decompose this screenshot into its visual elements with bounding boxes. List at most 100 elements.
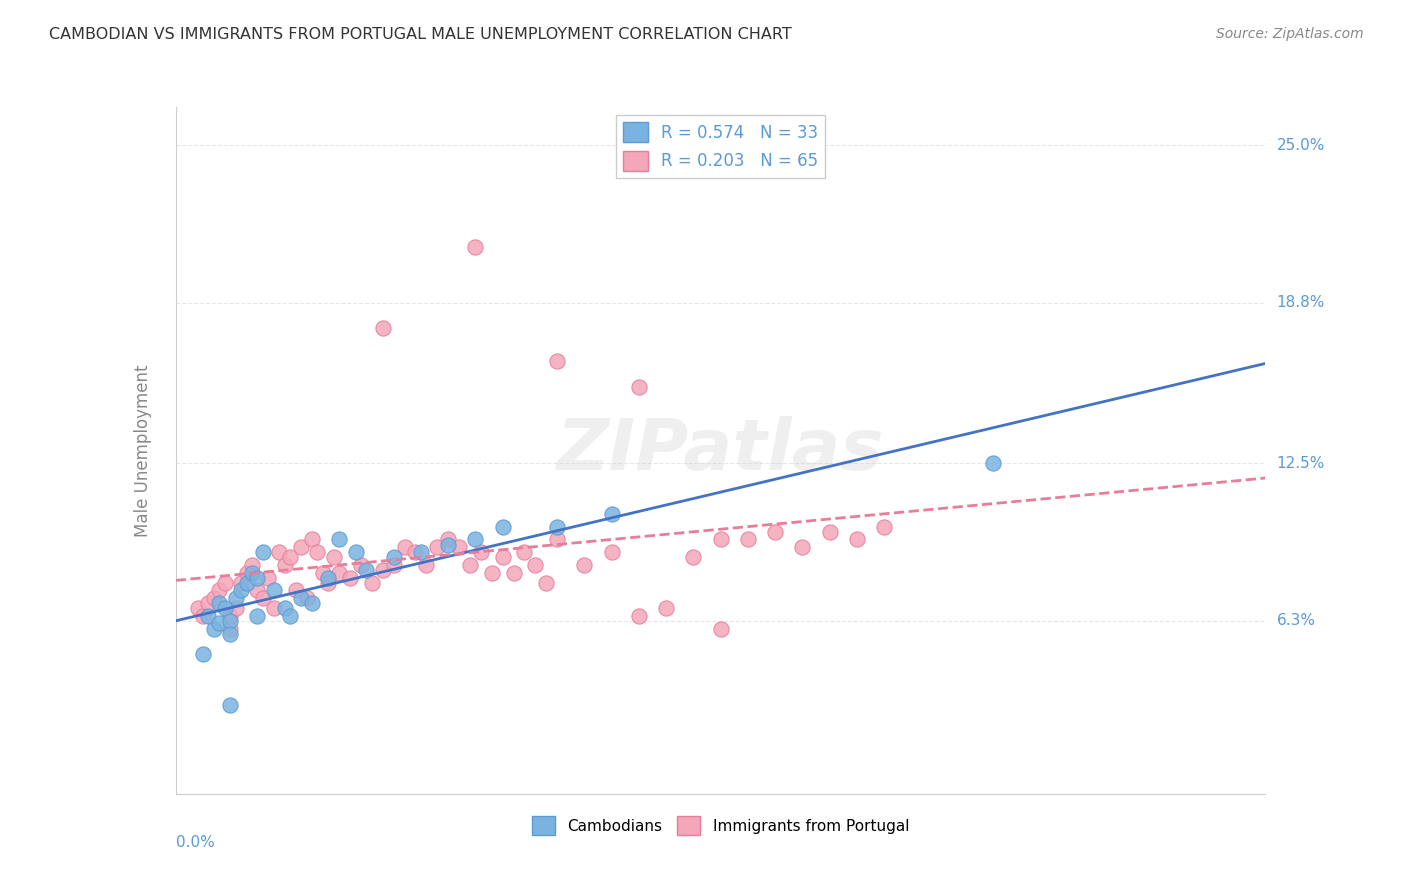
Point [600,545,623,559]
Point [447,540,470,554]
Legend: Cambodians, Immigrants from Portugal: Cambodians, Immigrants from Portugal [526,810,915,841]
Point [600,507,623,521]
Point [546,354,568,368]
Point [344,545,367,559]
Point [328,533,350,547]
Point [240,566,263,580]
Point [437,538,460,552]
Point [464,240,486,254]
Point [208,616,231,631]
Point [524,558,547,572]
Point [682,550,704,565]
Point [278,550,301,565]
Point [301,596,323,610]
Point [492,520,515,534]
Point [360,575,382,590]
Point [284,583,307,598]
Point [269,545,291,559]
Point [301,533,323,547]
Text: 12.5%: 12.5% [1277,456,1324,471]
Point [492,550,515,565]
Point [371,563,394,577]
Point [295,591,318,605]
Point [208,583,231,598]
Point [818,524,841,539]
Y-axis label: Male Unemployment: Male Unemployment [134,364,152,537]
Point [627,608,650,623]
Point [405,545,427,559]
Point [382,550,405,565]
Point [252,591,274,605]
Point [546,520,568,534]
Point [339,571,361,585]
Point [214,601,236,615]
Point [458,558,481,572]
Text: 0.0%: 0.0% [176,835,215,850]
Point [191,608,214,623]
Point [792,540,814,554]
Point [873,520,896,534]
Point [225,591,247,605]
Point [574,558,596,572]
Point [464,533,486,547]
Point [263,583,285,598]
Point [186,601,209,615]
Point [318,571,340,585]
Text: 25.0%: 25.0% [1277,137,1324,153]
Point [219,608,242,623]
Point [208,596,231,610]
Point [322,550,344,565]
Point [437,533,460,547]
Point [219,622,242,636]
Point [219,614,242,628]
Point [845,533,868,547]
Point [737,533,759,547]
Point [278,608,301,623]
Point [394,540,416,554]
Point [981,456,1004,470]
Point [350,558,373,572]
Point [263,601,285,615]
Point [252,545,274,559]
Point [481,566,503,580]
Point [191,647,214,661]
Point [246,571,269,585]
Point [426,540,449,554]
Point [415,558,437,572]
Text: ZIPatlas: ZIPatlas [557,416,884,485]
Point [513,545,536,559]
Text: CAMBODIAN VS IMMIGRANTS FROM PORTUGAL MALE UNEMPLOYMENT CORRELATION CHART: CAMBODIAN VS IMMIGRANTS FROM PORTUGAL MA… [49,27,792,42]
Point [246,583,269,598]
Point [382,558,405,572]
Point [710,533,733,547]
Point [246,608,269,623]
Point [502,566,524,580]
Point [307,545,329,559]
Text: Source: ZipAtlas.com: Source: ZipAtlas.com [1216,27,1364,41]
Point [225,601,247,615]
Point [763,524,786,539]
Point [627,380,650,394]
Text: 6.3%: 6.3% [1277,614,1316,628]
Point [274,558,297,572]
Point [235,566,257,580]
Point [312,566,335,580]
Point [470,545,492,559]
Point [257,571,280,585]
Point [202,591,225,605]
Point [202,622,225,636]
Point [710,622,733,636]
Point [371,321,394,335]
Point [197,596,219,610]
Point [356,563,378,577]
Point [318,575,340,590]
Point [409,545,432,559]
Text: 18.8%: 18.8% [1277,295,1324,310]
Point [231,575,253,590]
Point [546,533,568,547]
Point [235,575,257,590]
Point [231,583,253,598]
Point [197,608,219,623]
Point [534,575,557,590]
Point [290,591,312,605]
